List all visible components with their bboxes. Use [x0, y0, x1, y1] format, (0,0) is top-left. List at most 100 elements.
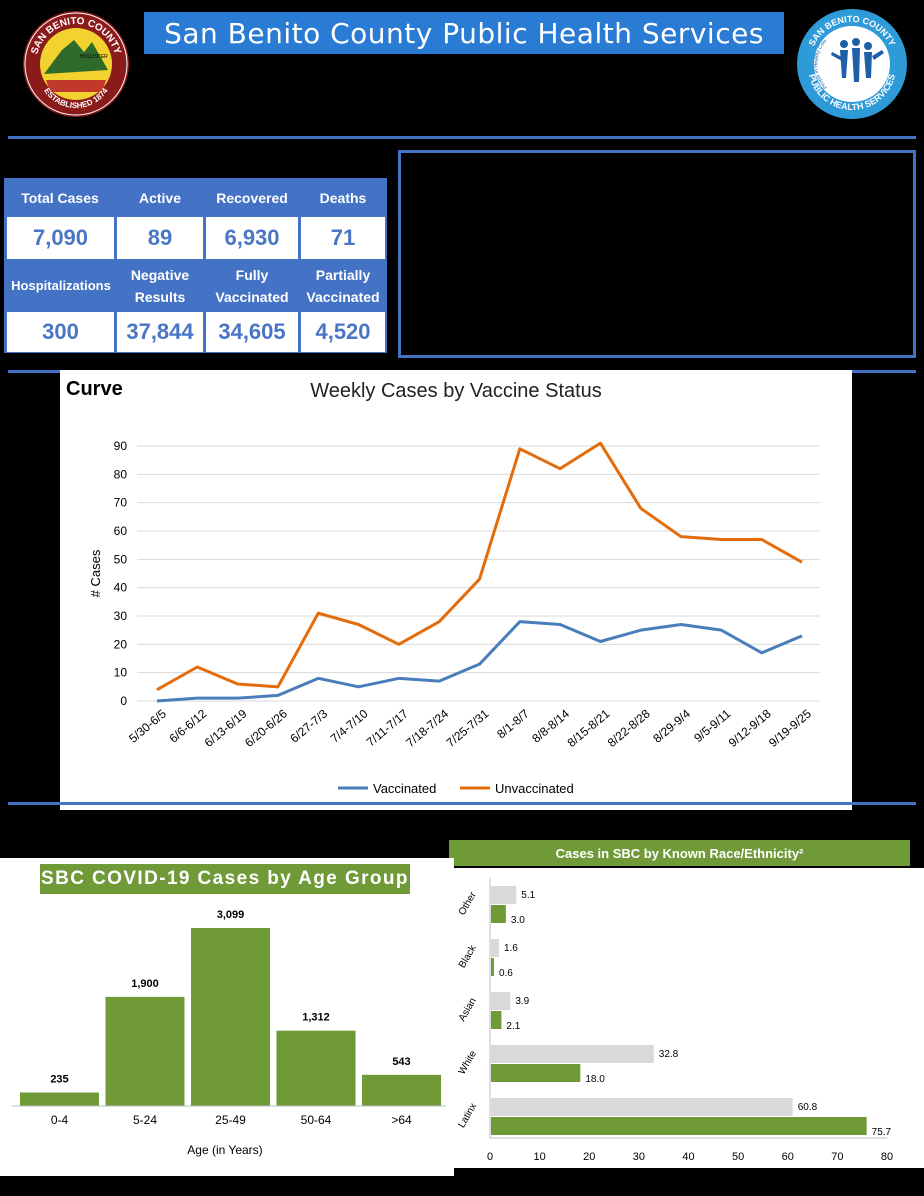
x-tick-label: 8/29-9/4 — [650, 706, 693, 745]
stat-value-negative-results: 37,844 — [117, 312, 203, 352]
race-x-tick-label: 30 — [633, 1151, 645, 1163]
x-tick-label: 8/15-8/21 — [565, 706, 613, 750]
y-axis-label: # Cases — [88, 549, 103, 597]
age-x-tick-label: 0-4 — [51, 1113, 69, 1127]
race-x-tick-label: 70 — [831, 1151, 843, 1163]
header-divider — [8, 136, 916, 139]
race-category-label: White — [457, 1049, 480, 1077]
race-x-tick-label: 0 — [487, 1151, 493, 1163]
x-tick-label: 7/25-7/31 — [444, 706, 492, 750]
race-bar — [491, 939, 499, 957]
legend-label-vaccinated: Vaccinated — [373, 781, 436, 796]
public-health-logo: SAN BENITO COUNTY PUBLIC HEALTH SERVICES… — [794, 4, 908, 120]
age-bar — [105, 996, 185, 1106]
y-tick-label: 90 — [114, 439, 128, 453]
y-tick-label: 80 — [114, 467, 128, 481]
race-bar-value-label: 60.8 — [798, 1102, 818, 1113]
race-category-label: Latinx — [456, 1101, 479, 1130]
race-bar — [491, 1064, 581, 1082]
race-ethnicity-chart: 0 10 20 30 40 50 60 70 80 5.1 3.0 Other 1.6 0.6 Black 3… — [452, 868, 924, 1168]
age-bar — [362, 1074, 441, 1106]
age-bar-value-label: 3,099 — [217, 909, 245, 921]
race-x-tick-label: 60 — [782, 1151, 794, 1163]
race-bar — [491, 992, 511, 1010]
race-bar-value-label: 32.8 — [659, 1049, 679, 1060]
race-x-tick-label: 50 — [732, 1151, 744, 1163]
x-tick-label: 9/12-9/18 — [726, 706, 774, 750]
stat-value-total-cases: 7,090 — [7, 217, 114, 259]
y-tick-label: 60 — [114, 524, 128, 538]
race-bar — [491, 886, 517, 904]
age-bar-value-label: 1,312 — [302, 1012, 330, 1024]
race-x-tick-label: 20 — [583, 1151, 595, 1163]
race-category-label: Other — [457, 890, 479, 918]
stat-label-fully-vaccinated: Fully Vaccinated — [215, 267, 289, 305]
y-tick-label: 0 — [120, 694, 127, 708]
series-line-vaccinated — [156, 620, 803, 703]
race-bar-value-label: 3.9 — [515, 996, 529, 1007]
race-bar-value-label: 0.6 — [499, 968, 513, 979]
x-tick-label: 7/18-7/24 — [403, 706, 451, 750]
x-tick-label: 8/1-8/7 — [494, 706, 532, 741]
race-bar-value-label: 18.0 — [585, 1074, 605, 1085]
race-bar — [491, 1045, 654, 1063]
x-tick-label: 7/11-7/17 — [364, 706, 411, 749]
stats-table: Total Cases Active Recovered Deaths 7,09… — [4, 178, 387, 353]
stat-label-active: Active — [138, 190, 182, 206]
x-tick-label: 6/20-6/26 — [242, 706, 290, 750]
stat-value-recovered: 6,930 — [206, 217, 298, 259]
age-group-chart: SBC COVID-19 Cases by Age Group 235 0-4 1,… — [0, 858, 454, 1176]
stat-label-partially-vaccinated: Partially Vaccinated — [306, 267, 380, 305]
age-x-tick-label: 50-64 — [301, 1113, 332, 1127]
race-x-tick-label: 10 — [534, 1151, 546, 1163]
stat-value-deaths: 71 — [301, 217, 385, 259]
section-divider-bottom — [8, 802, 916, 805]
x-tick-label: 5/30-6/5 — [126, 706, 169, 745]
age-bar-value-label: 1,900 — [131, 978, 159, 990]
age-bar-value-label: 235 — [50, 1074, 68, 1086]
stat-label-hospitalizations: Hospitalizations — [11, 278, 111, 293]
stat-value-partially-vaccinated: 4,520 — [301, 312, 385, 352]
stat-label-negative-results: Negative Results — [130, 267, 190, 305]
race-bar-value-label: 5.1 — [521, 890, 535, 901]
legend-label-unvaccinated: Unvaccinated — [495, 781, 574, 796]
age-bar — [191, 928, 270, 1106]
race-x-tick-label: 80 — [881, 1151, 893, 1163]
stat-value-active: 89 — [117, 217, 203, 259]
race-ethnicity-svg: 0 10 20 30 40 50 60 70 80 5.1 3.0 Other 1.6 0.6 Black 3… — [456, 878, 893, 1163]
race-bar — [491, 958, 494, 976]
stat-value-fully-vaccinated: 34,605 — [206, 312, 298, 352]
county-seal-logo: SAN BENITO COUNTY ESTABLISHED 1874 HOLLI… — [22, 10, 130, 118]
stat-value-hospitalizations: 300 — [7, 312, 114, 352]
age-x-tick-label: 25-49 — [215, 1113, 246, 1127]
curve-label: Curve — [66, 378, 123, 400]
age-x-tick-label: >64 — [391, 1113, 412, 1127]
info-box — [398, 150, 916, 358]
weekly-chart-title: Weekly Cases by Vaccine Status — [310, 380, 602, 402]
page-title: San Benito County Public Health Services — [164, 16, 764, 50]
age-group-svg: 235 0-4 1,900 5-24 3,099 25-49 1,312 50-64 543 >6… — [12, 909, 446, 1157]
series-line-unvaccinated — [156, 441, 803, 691]
age-x-axis-label: Age (in Years) — [187, 1143, 262, 1157]
x-tick-label: 9/19-9/25 — [766, 706, 814, 750]
race-category-label: Black — [457, 943, 479, 971]
y-tick-label: 10 — [114, 666, 128, 680]
race-chart-title: Cases in SBC by Known Race/Ethnicity² — [449, 840, 910, 866]
stat-label-recovered: Recovered — [216, 190, 288, 206]
y-tick-label: 70 — [114, 496, 128, 510]
seal-inner-text: HOLLISTER — [80, 54, 108, 60]
race-bar — [491, 1117, 867, 1135]
page-title-bar: San Benito County Public Health Services — [144, 12, 784, 54]
race-category-label: Asian — [457, 996, 479, 1023]
y-tick-label: 40 — [114, 581, 128, 595]
stat-label-total-cases: Total Cases — [21, 190, 99, 206]
race-bar-value-label: 1.6 — [504, 943, 518, 954]
age-x-tick-label: 5-24 — [133, 1113, 157, 1127]
race-bar — [491, 905, 506, 923]
race-bar-value-label: 3.0 — [511, 915, 525, 926]
age-bar-value-label: 543 — [392, 1056, 410, 1068]
y-tick-label: 20 — [114, 637, 128, 651]
race-bar — [491, 1098, 793, 1116]
x-tick-label: 6/13-6/19 — [202, 706, 250, 750]
